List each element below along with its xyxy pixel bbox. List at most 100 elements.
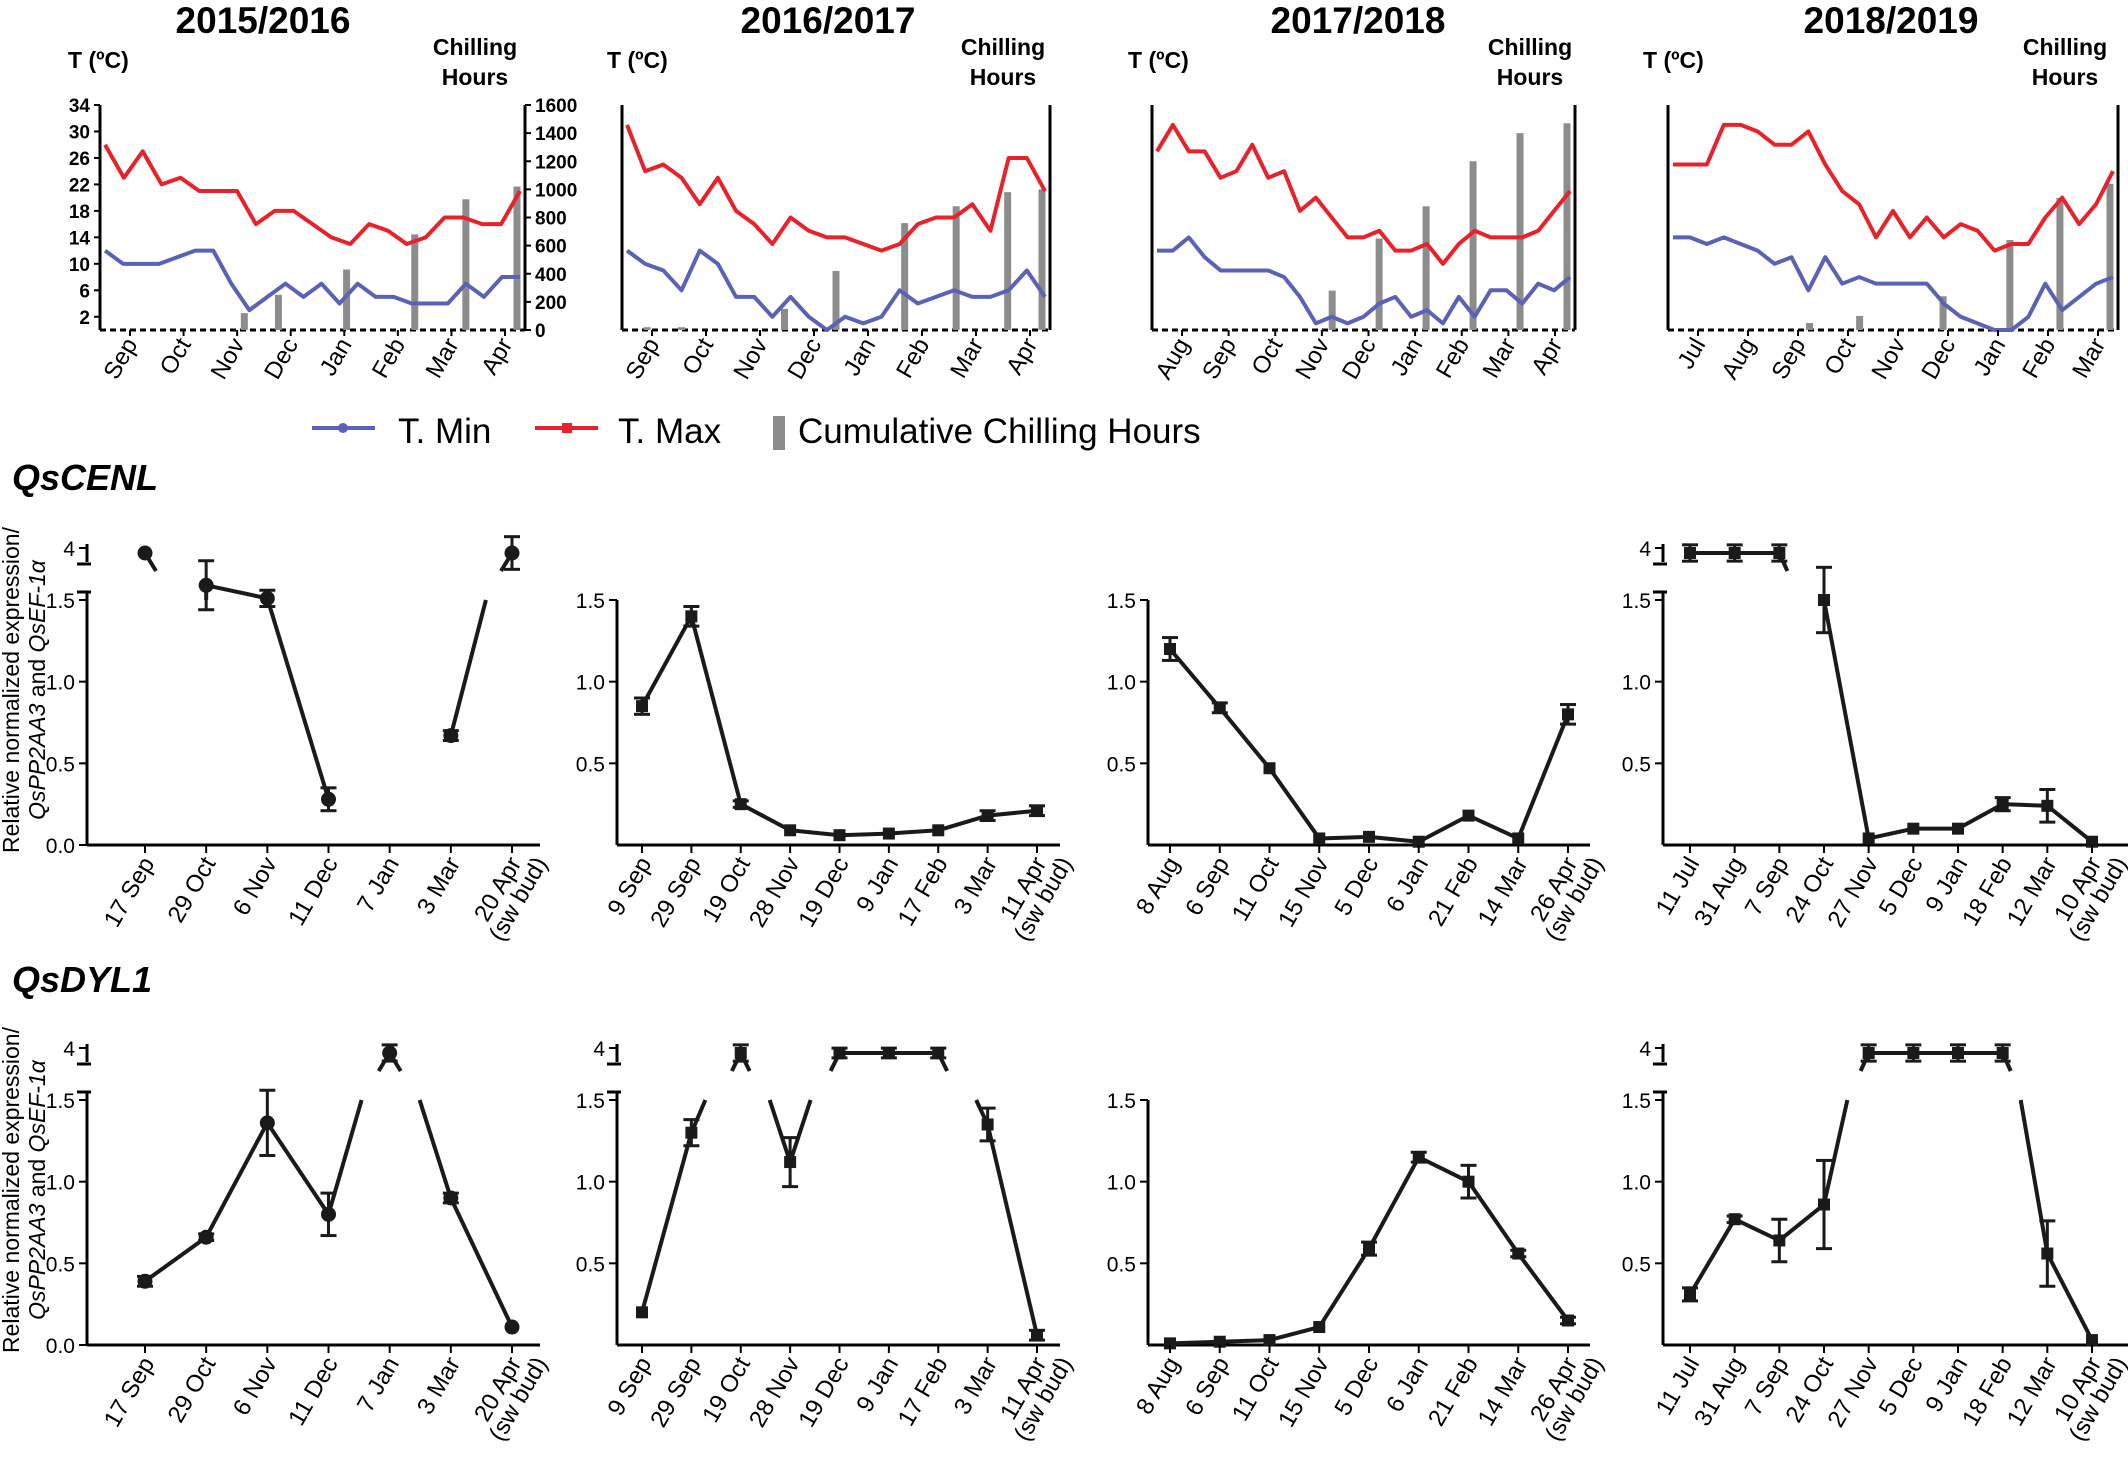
y-tick-label: 1.0 [1622, 1172, 1651, 1195]
data-point [1313, 1321, 1326, 1334]
data-point [1996, 1047, 2009, 1059]
data-segment [1417, 1155, 1470, 1184]
chilling-bar [274, 294, 282, 330]
month-label: Feb [1431, 334, 1475, 383]
legend-chill-label: Cumulative Chilling Hours [798, 412, 1201, 451]
y2-tick-label: 1000 [535, 180, 577, 201]
expression-chart-QsCENL-1: 0.0 0.5 1.0 1.5 4 17 Sep 29 Oct 6 Nov 11 Dec 7 Ja… [46, 535, 553, 946]
y-tick-label: 1.0 [576, 1172, 605, 1195]
data-segment [265, 1121, 331, 1216]
data-point [636, 700, 648, 713]
data-point [1818, 594, 1830, 606]
data-point [1412, 835, 1425, 848]
date-label: 9 Jan [851, 1353, 904, 1417]
data-segment [788, 1099, 813, 1163]
y-tick-label: 10 [69, 255, 90, 276]
data-point [636, 1306, 648, 1319]
y-tick-label: 0.5 [1107, 1253, 1136, 1276]
y-tick-label: 1.5 [576, 590, 605, 613]
y2-tick-label: 1400 [535, 124, 577, 145]
month-label: Feb [367, 334, 411, 383]
data-point [1728, 547, 1741, 559]
y-tick-label: 0.5 [1107, 753, 1136, 776]
data-point [2086, 835, 2098, 848]
chilling-bar [1516, 133, 1524, 330]
y-tick-label: 4 [1639, 538, 1651, 561]
chilling-bar [1856, 315, 1864, 330]
chilling-axis-label: Hours [442, 64, 508, 90]
data-point [1313, 832, 1326, 845]
data-point [137, 1273, 153, 1289]
date-label: 5 Dec [1874, 1353, 1929, 1421]
data-point [1907, 822, 1920, 835]
tmax-line [103, 143, 522, 246]
legend-chill-marker [773, 416, 785, 450]
date-label: 11 Dec [283, 1353, 344, 1431]
data-segment [1516, 713, 1570, 840]
date-label: 14 Mar [1473, 1353, 1534, 1431]
temperature-axis-label: T (ºC) [68, 47, 129, 73]
y-tick-label: 22 [69, 175, 90, 196]
data-point [443, 728, 459, 744]
chilling-axis-label: Chilling [1488, 34, 1572, 60]
data-segment [326, 1099, 364, 1215]
expression-ylabel: QsPP2AA3 and QsEF-1α [24, 559, 50, 820]
data-point [1818, 1198, 1830, 1211]
data-segment [1822, 599, 1871, 839]
tmin-line [1673, 235, 2114, 332]
temperature-chart-4: 2018/2019 T (ºC) Chilling Hours Jul Aug Sep Oct… [1643, 0, 2120, 384]
data-point [1263, 1334, 1276, 1347]
data-point [321, 1206, 336, 1222]
temperature-chart-3: 2017/2018 T (ºC) Chilling Hours Aug Sep Oct Nov… [1128, 0, 1577, 384]
data-point [833, 829, 846, 842]
month-label: Oct [677, 333, 719, 379]
date-label: 6 Nov [228, 1353, 283, 1421]
month-label: Mar [1478, 334, 1522, 383]
y-tick-label: 0.5 [1622, 1253, 1651, 1276]
y2-tick-label: 1600 [535, 96, 577, 117]
data-point [981, 1118, 994, 1131]
month-label: Oct [1246, 333, 1288, 379]
tmin-line [1157, 235, 1572, 326]
date-label: 14 Mar [1473, 853, 1534, 931]
month-label: Feb [2017, 334, 2061, 383]
y-tick-label: 0.5 [1622, 753, 1651, 776]
date-label: 11 Dec [283, 853, 344, 931]
data-segment [739, 802, 792, 833]
data-segment [265, 597, 331, 800]
date-label: 29 Oct [163, 1352, 222, 1427]
y-tick-label: 0.5 [46, 753, 75, 776]
data-segment [448, 599, 488, 737]
chilling-axis-label: Chilling [961, 34, 1045, 60]
chilling-bar [1004, 192, 1012, 330]
legend: T. Min T. Max Cumulative Chilling Hours [312, 412, 1201, 451]
month-label: Jan [315, 334, 358, 381]
legend-tmin-label: T. Min [398, 412, 491, 451]
data-point [2086, 1334, 2098, 1347]
data-segment [1957, 802, 2004, 831]
y-tick-label: 1.5 [46, 1090, 75, 1113]
data-point [1213, 1335, 1226, 1348]
chilling-axis-label: Hours [1497, 64, 1563, 90]
data-point [734, 1047, 747, 1059]
month-label: Oct [1819, 333, 1861, 379]
chilling-bar [1469, 161, 1477, 330]
temperature-chart-2: 2016/2017 T (ºC) Chilling Hours Sep Oct Nov Dec… [607, 0, 1052, 384]
data-point [685, 1126, 698, 1139]
y-tick-label: 6 [79, 281, 90, 302]
data-point [1562, 708, 1574, 721]
month-label: Mar [2067, 334, 2111, 383]
y-tick-label: 26 [69, 149, 90, 170]
data-point [1728, 1213, 1741, 1226]
data-segment [1368, 834, 1419, 844]
data-segment [417, 1099, 453, 1199]
month-label: Aug [1716, 334, 1761, 384]
data-segment [985, 1124, 1039, 1336]
data-point [2041, 1247, 2054, 1260]
data-point [1862, 1047, 1875, 1059]
data-point [1907, 1047, 1920, 1059]
y-tick-label: 4 [63, 1038, 75, 1061]
chilling-bar [1375, 238, 1383, 330]
